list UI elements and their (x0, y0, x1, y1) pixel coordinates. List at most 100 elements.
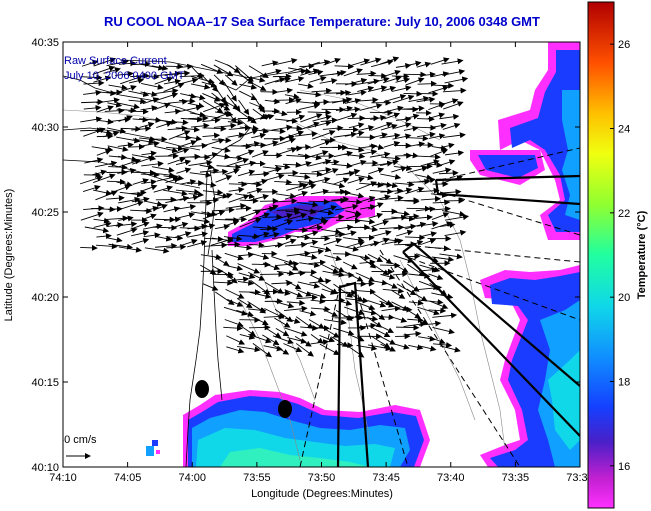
current-vector (275, 87, 294, 94)
current-vector (403, 125, 419, 132)
current-vector (143, 205, 159, 212)
current-vector (393, 255, 414, 264)
current-vector (237, 263, 261, 274)
current-vector (151, 166, 175, 173)
current-vector (307, 176, 331, 184)
current-vector (271, 256, 295, 266)
current-vector (247, 114, 272, 122)
colorbar-gradient (587, 1, 615, 509)
current-vector (393, 343, 410, 350)
current-vector (260, 226, 279, 233)
current-vector (441, 58, 464, 65)
current-vector (298, 239, 319, 246)
current-vector (247, 212, 271, 221)
current-vector (439, 253, 463, 260)
current-vector (332, 251, 352, 258)
current-vector (175, 231, 192, 238)
current-vector (223, 325, 243, 332)
current-vector (404, 221, 427, 230)
current-vector (118, 115, 133, 122)
current-vector (166, 243, 187, 250)
current-vector (415, 214, 433, 221)
current-vector (319, 343, 340, 356)
current-vector (144, 200, 164, 207)
current-vector (368, 72, 388, 79)
current-vector (274, 219, 294, 228)
current-vector (392, 210, 410, 217)
current-vector (324, 254, 342, 262)
current-vector (248, 271, 266, 281)
current-vector (431, 205, 452, 212)
x-tick-label: 73:35 (502, 472, 530, 484)
current-vector (428, 307, 447, 314)
current-vector (308, 69, 324, 76)
current-vector (320, 231, 346, 238)
current-vector (225, 203, 247, 210)
current-vector (117, 167, 137, 174)
current-vector (348, 122, 365, 129)
current-vector (272, 234, 292, 241)
current-vector (179, 72, 205, 79)
current-vector (286, 234, 311, 241)
current-vector (379, 56, 400, 65)
current-vector (357, 218, 376, 225)
current-vector (442, 68, 466, 76)
current-vector (345, 213, 362, 220)
x-tick-label: 74:05 (114, 472, 142, 484)
current-vector (296, 294, 318, 301)
current-vector (156, 121, 173, 128)
current-vector (418, 335, 436, 342)
current-vector (144, 247, 170, 254)
current-vector (427, 161, 443, 168)
current-vector (155, 88, 179, 95)
current-vector (263, 326, 282, 339)
current-vector (443, 98, 459, 105)
current-vector (228, 181, 248, 188)
current-vector (236, 298, 253, 309)
current-vector (370, 121, 393, 131)
current-vector (272, 110, 288, 117)
current-vector (131, 196, 150, 203)
current-vector (431, 145, 448, 152)
current-vector (201, 138, 225, 147)
current-vector (237, 169, 256, 177)
current-vector (79, 175, 103, 185)
current-vector (408, 95, 430, 103)
current-vector (250, 81, 267, 91)
current-vector (204, 242, 228, 249)
current-vector (299, 310, 317, 317)
current-vector (285, 181, 306, 188)
current-vector (237, 345, 261, 353)
current-vector (239, 333, 256, 340)
current-vector (403, 330, 422, 337)
current-vector (248, 65, 269, 78)
current-vector (439, 222, 456, 229)
colorbar-tick-label: 24 (618, 124, 630, 136)
current-vector (120, 200, 144, 210)
current-vector (432, 342, 453, 349)
current-vector (310, 306, 331, 313)
current-vector (246, 187, 263, 194)
current-vector (92, 65, 116, 75)
current-vector (155, 92, 179, 101)
current-vector (331, 196, 350, 203)
current-vector (168, 147, 190, 157)
current-vector (416, 61, 432, 68)
current-vector (355, 97, 379, 104)
current-vector (394, 122, 412, 129)
current-vector (420, 159, 440, 167)
current-vector (367, 76, 390, 85)
current-vector (286, 114, 306, 123)
current-vector (394, 181, 415, 188)
current-vector (251, 178, 268, 185)
current-vector (189, 111, 206, 118)
current-vector (116, 227, 138, 236)
current-vector (179, 238, 198, 247)
current-vector (151, 64, 169, 71)
current-vector (407, 239, 424, 247)
current-vector (380, 85, 397, 92)
current-vector (190, 75, 215, 85)
current-vector (155, 242, 178, 249)
current-vector (285, 130, 305, 138)
current-vector (285, 209, 301, 216)
